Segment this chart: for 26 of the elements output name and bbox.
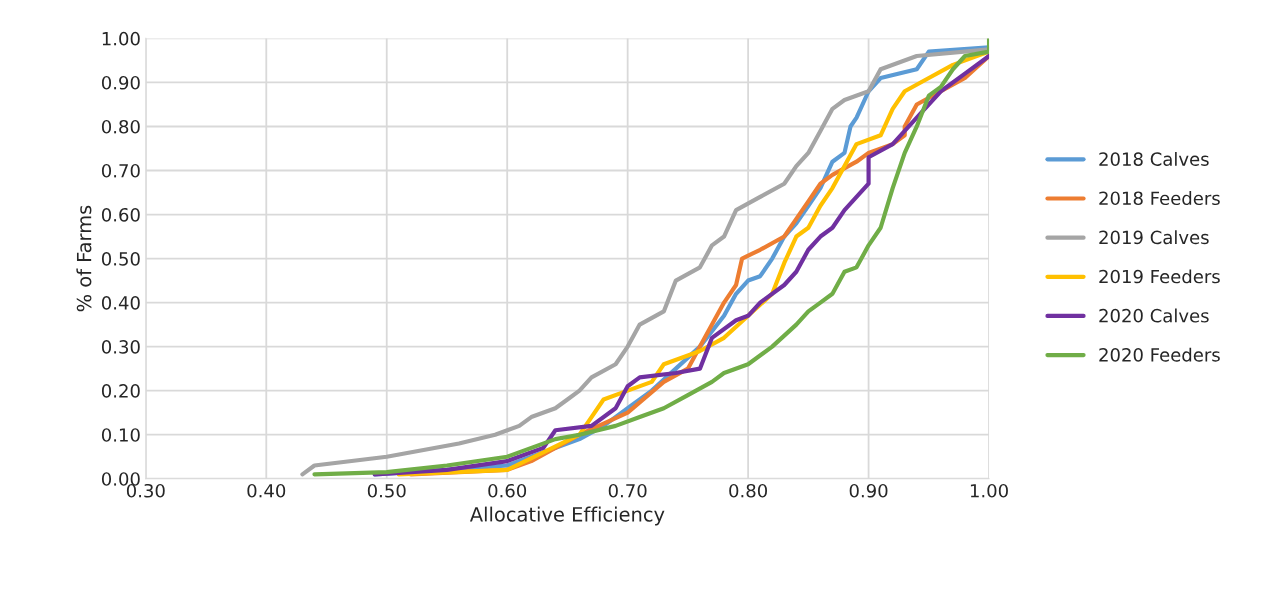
legend-label: 2019 Calves (1099, 230, 1209, 245)
y-tick-label: 0.10 (101, 428, 140, 442)
legend-label: 2018 Feeders (1099, 191, 1220, 206)
x-tick-label: 0.40 (247, 483, 286, 498)
x-tick-label: 1.00 (970, 483, 1008, 498)
x-tick-label: 0.70 (608, 483, 647, 498)
legend-label: 2020 Feeders (1099, 347, 1220, 362)
x-tick-label: 0.90 (849, 483, 888, 498)
legend-label: 2018 Calves (1099, 151, 1209, 166)
y-tick-label: 0.70 (101, 163, 140, 178)
y-tick-label: 0.20 (101, 384, 140, 398)
y-axis-title: % of Farms (76, 205, 92, 312)
y-tick-label: 0.50 (101, 252, 140, 266)
y-tick-label: 1.00 (102, 31, 140, 46)
y-tick-label: 0.00 (101, 472, 140, 486)
legend-label: 2019 Feeders (1099, 269, 1220, 284)
x-tick-label: 0.50 (367, 483, 406, 498)
y-tick-label: 0.30 (101, 340, 140, 354)
y-tick-label: 0.90 (101, 75, 140, 90)
y-tick-label: 0.60 (101, 207, 140, 222)
legend-label: 2020 Calves (1099, 308, 1209, 323)
x-tick-label: 0.60 (488, 483, 527, 498)
x-axis-title: Allocative Efficiency (469, 506, 665, 526)
y-tick-label: 0.80 (101, 119, 140, 134)
x-tick-label: 0.80 (729, 483, 768, 498)
y-tick-label: 0.40 (101, 296, 140, 310)
